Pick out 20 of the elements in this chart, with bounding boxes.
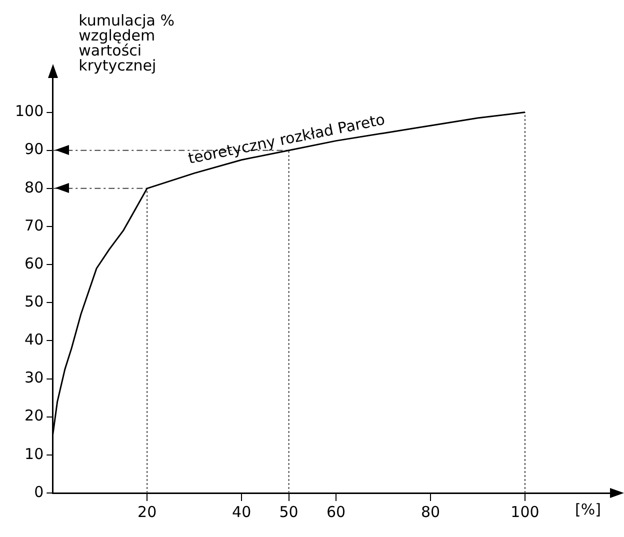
y-tick-label: 100 <box>14 102 44 120</box>
x-tick-label: 60 <box>326 502 346 521</box>
x-tick-label: 80 <box>420 502 440 521</box>
x-axis-title: [%] <box>575 500 601 518</box>
y-tick-label: 80 <box>24 178 44 196</box>
y-tick-label: 30 <box>24 368 44 387</box>
y-tick-label: 0 <box>34 482 44 501</box>
x-tick-label: 50 <box>279 502 298 521</box>
y-tick-label: 50 <box>24 292 44 311</box>
y-tick-label: 40 <box>24 330 44 349</box>
y-tick-label: 20 <box>24 406 44 425</box>
y-tick-label: 90 <box>24 140 44 158</box>
y-tick-label: 10 <box>24 444 44 463</box>
y-axis-title: kumulacja % względem wartości krytycznej <box>78 11 174 74</box>
y-tick-label: 60 <box>24 254 44 272</box>
x-tick-label: 100 <box>510 502 540 521</box>
y-tick-label: 70 <box>24 216 44 234</box>
x-tick-label: 40 <box>232 502 252 521</box>
x-tick-label: 20 <box>138 502 157 521</box>
text: teoretyczny rozkład Pareto <box>186 110 386 168</box>
